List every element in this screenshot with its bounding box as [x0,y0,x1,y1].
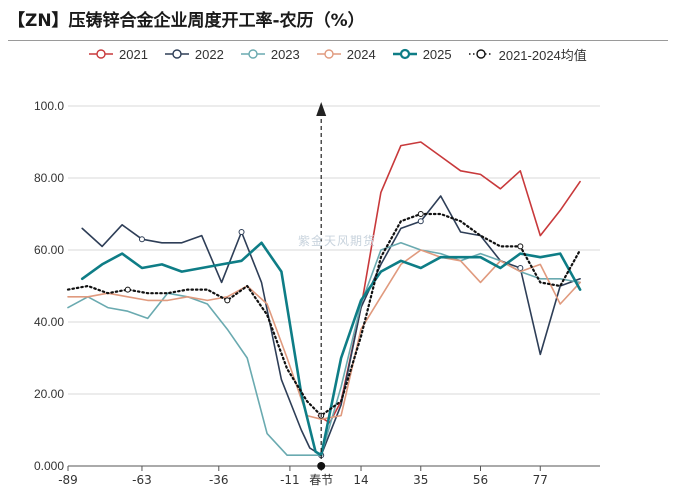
x-tick-label: 14 [353,473,368,487]
x-tick-label: -63 [132,473,152,487]
chart-title: 【ZN】压铸锌合金企业周度开工率-农历（%） [8,11,365,31]
series-marker [417,211,424,217]
legend-swatch [164,49,189,59]
series-marker [238,229,245,235]
y-tick-label: 40.00 [34,315,64,329]
watermark: 紫金天风期货 [298,234,377,248]
legend-label: 2022 [194,46,224,62]
x-tick-label: 77 [533,473,548,487]
legend-label: 2023 [270,46,300,62]
x-tick-label: 35 [413,473,428,487]
legend-item-avg[interactable]: 2021-2024均值 [468,45,587,64]
series-line-2024 [67,249,581,420]
x-axis-ticks: -89 -63 -36 -11 春节 14 35 56 77 [58,466,548,487]
legend-swatch [240,49,265,59]
legend-label: 2021-2024均值 [498,47,587,63]
legend-item-2022[interactable]: 2022 [164,47,224,62]
title-divider [8,40,668,41]
legend-label: 2025 [422,46,452,62]
series-marker [517,243,524,250]
legend-item-2021[interactable]: 2021 [88,47,148,62]
chart-legend: 2021 2022 2023 2024 2025 2021-2024均值 [88,44,603,64]
legend-swatch [89,49,113,59]
x-tick-label: 56 [473,473,488,487]
legend-item-2025[interactable]: 2025 [392,47,452,62]
x-tick-label: -11 [280,473,300,487]
annotation-dot [317,462,326,470]
series-marker [417,218,424,225]
x-tick-label: -89 [58,473,78,487]
y-tick-label: 80.00 [34,171,64,185]
annotation-arrowhead [316,102,327,116]
legend-item-2023[interactable]: 2023 [240,47,300,62]
legend-item-2024[interactable]: 2024 [316,47,376,62]
series-marker [138,236,145,243]
y-tick-label: 0.000 [34,459,64,473]
y-tick-label: 100.0 [34,99,64,113]
spring-festival-annotation [316,102,327,470]
series-marker [124,286,131,293]
y-tick-label: 20.00 [34,387,64,401]
legend-label: 2021 [119,46,148,62]
series-line-2023 [67,242,581,456]
x-tick-label: -36 [209,473,229,487]
x-tick-label: 春节 [309,473,333,487]
legend-label: 2024 [346,46,376,62]
series-marker [517,265,524,271]
y-axis-ticks: 0.000 20.00 40.00 60.00 80.00 100.0 [34,99,64,473]
series-marker [224,297,231,304]
legend-swatch [392,48,417,60]
y-tick-label: 60.00 [34,243,64,257]
legend-swatch [468,49,493,59]
legend-swatch [316,49,341,59]
series-lines [66,141,582,459]
